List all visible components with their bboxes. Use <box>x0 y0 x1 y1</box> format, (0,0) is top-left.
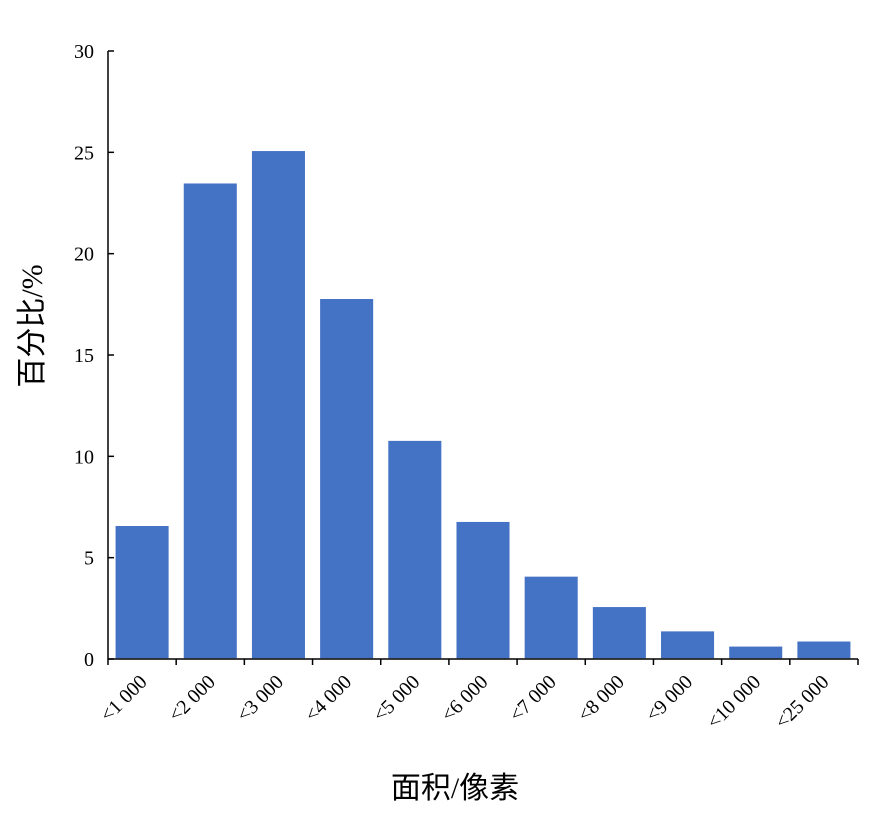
y-tick-label: 15 <box>74 345 94 367</box>
x-tick-label: <7 000 <box>505 671 560 726</box>
y-axis: 0 5 10 15 20 25 30 <box>74 41 114 671</box>
bars-group <box>114 149 852 660</box>
x-tick-label: <6 000 <box>437 671 492 726</box>
x-tick-label: <1 000 <box>96 671 151 726</box>
bar <box>386 439 443 660</box>
bar <box>182 181 239 660</box>
x-tick-label: <10 000 <box>703 671 765 733</box>
x-axis-title: 面积/像素 <box>391 772 519 805</box>
x-tick-label: <2 000 <box>164 671 219 726</box>
bar <box>523 575 580 660</box>
bar <box>795 640 852 660</box>
y-tick-label: 25 <box>74 142 94 164</box>
y-tick-label: 20 <box>74 244 94 266</box>
bar <box>454 520 512 660</box>
y-tick-label: 5 <box>84 548 94 570</box>
bar <box>591 605 648 660</box>
y-tick-label: 10 <box>74 446 94 468</box>
x-axis: <1 000 <2 000 <3 000 <4 000 <5 000 <6 000 <7 0… <box>96 658 859 733</box>
bar <box>114 524 171 660</box>
x-tick-label: <8 000 <box>574 671 629 726</box>
bar <box>318 297 375 660</box>
y-tick-label: 30 <box>74 41 94 63</box>
bar <box>659 629 716 660</box>
x-tick-label: <4 000 <box>301 671 356 726</box>
x-tick-label: <3 000 <box>233 671 288 726</box>
x-tick-label: <5 000 <box>369 671 424 726</box>
y-tick-label: 0 <box>84 649 94 671</box>
x-tick-label: <9 000 <box>642 671 697 726</box>
y-axis-title: 百分比/% <box>16 264 49 387</box>
x-tick-label: <25 000 <box>771 671 833 733</box>
bar <box>250 149 307 660</box>
bar <box>727 645 784 660</box>
